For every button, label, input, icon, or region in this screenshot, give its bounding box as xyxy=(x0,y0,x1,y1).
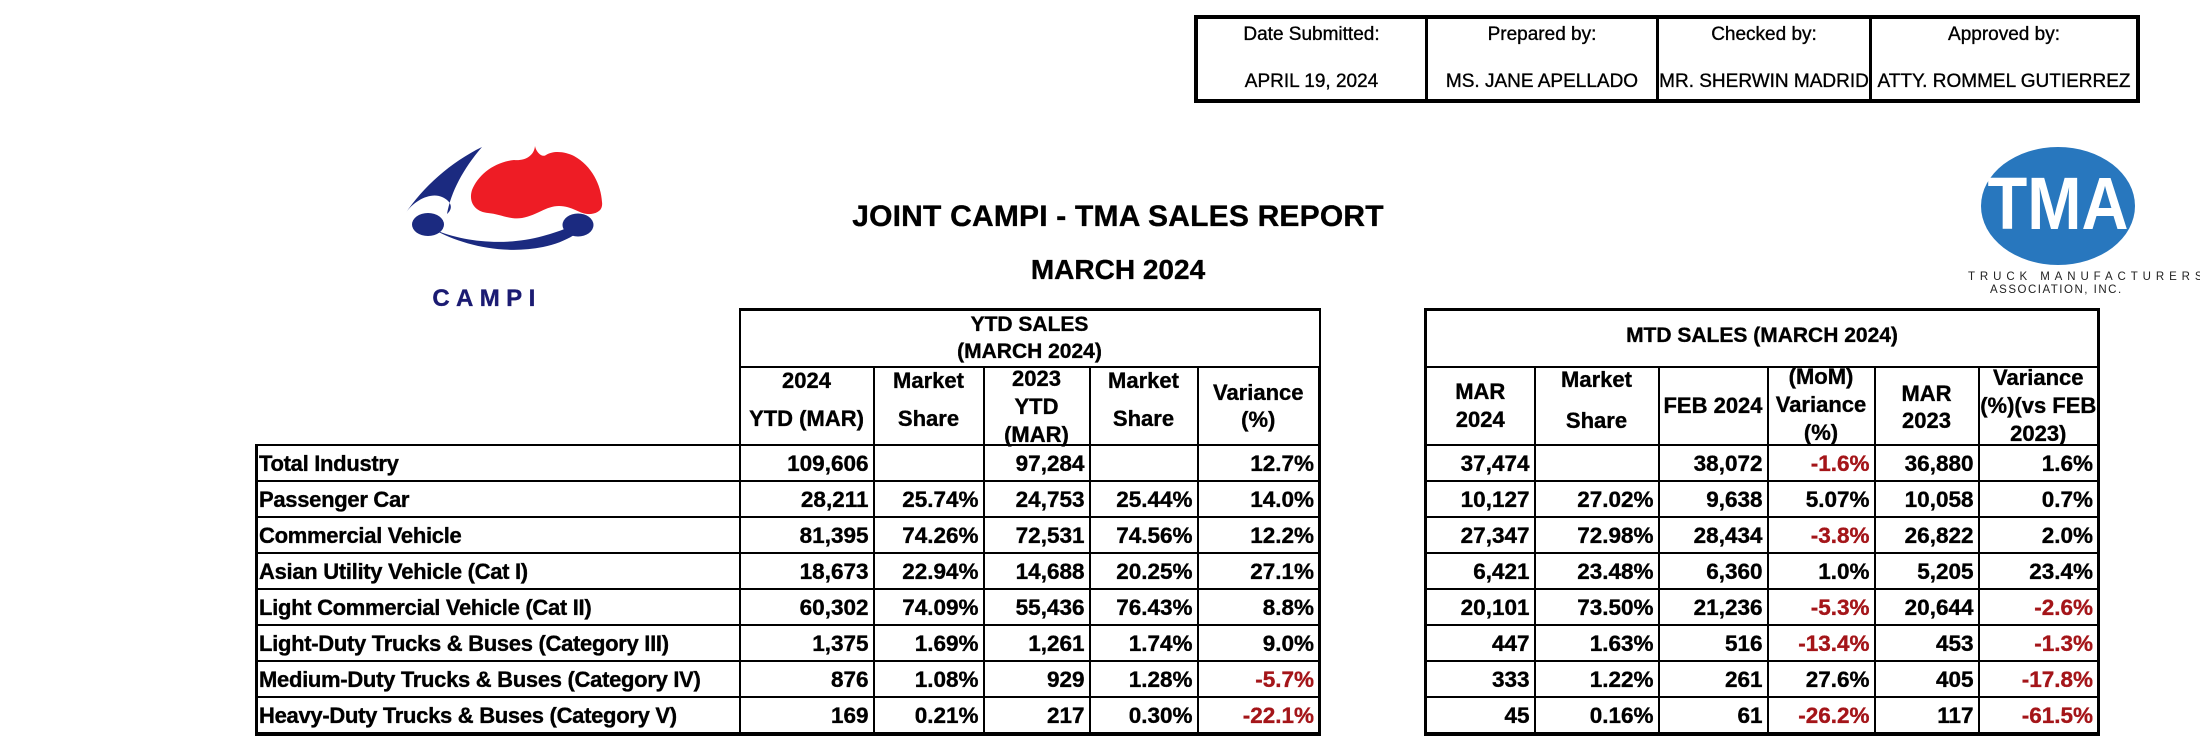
svg-text:TRUCK MANUFACTURERS: TRUCK MANUFACTURERS xyxy=(1968,271,2200,283)
svg-text:ASSOCIATION, INC.: ASSOCIATION, INC. xyxy=(1990,284,2123,296)
svg-text:TMA: TMA xyxy=(1987,162,2128,245)
